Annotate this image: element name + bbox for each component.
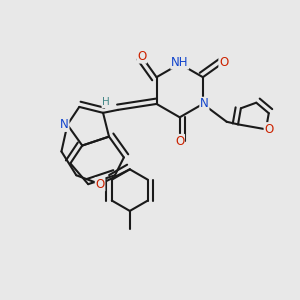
Text: N: N (60, 118, 69, 131)
Text: NH: NH (171, 56, 188, 69)
Text: O: O (137, 50, 146, 63)
Text: O: O (175, 135, 184, 148)
Text: O: O (264, 123, 274, 136)
Text: N: N (200, 98, 209, 110)
Text: O: O (95, 178, 105, 191)
Text: H: H (102, 98, 110, 107)
Text: O: O (219, 56, 228, 69)
